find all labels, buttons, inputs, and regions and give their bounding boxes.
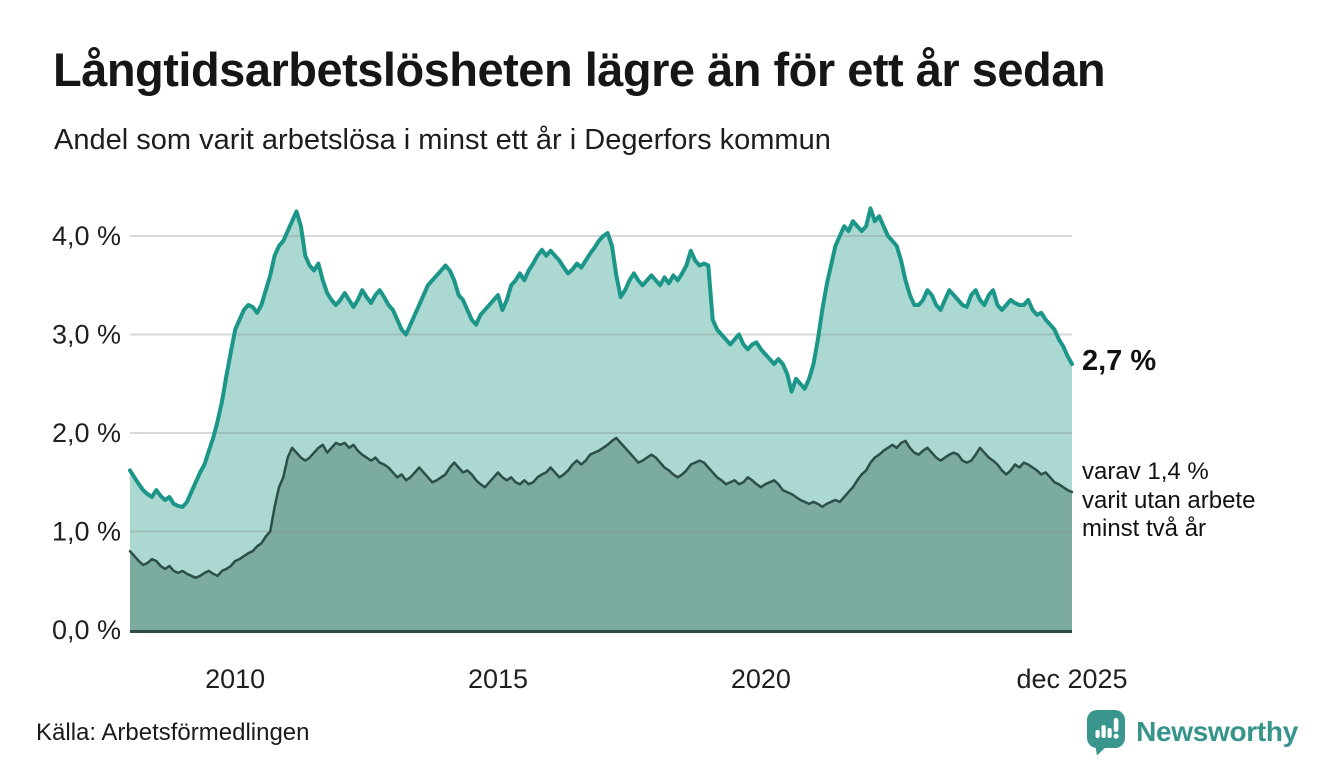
svg-text:2020: 2020 bbox=[731, 664, 791, 694]
svg-text:2015: 2015 bbox=[468, 664, 528, 694]
x-axis-labels: 2010 2015 2020 dec 2025 bbox=[205, 664, 1127, 694]
secondary-annotation-line-3: minst två år bbox=[1082, 515, 1207, 542]
svg-text:dec 2025: dec 2025 bbox=[1016, 664, 1127, 694]
page-title: Långtidsarbetslösheten lägre än för ett … bbox=[53, 43, 1106, 96]
source-credit: Källa: Arbetsförmedlingen bbox=[36, 719, 310, 746]
newsworthy-bubble-icon bbox=[1087, 710, 1126, 756]
brand-name: Newsworthy bbox=[1136, 716, 1298, 747]
last-value-label: 2,7 % bbox=[1082, 345, 1157, 377]
svg-text:4,0 %: 4,0 % bbox=[52, 221, 121, 251]
secondary-series-annotation: varav 1,4 % varit utan arbete minst två … bbox=[1082, 458, 1255, 544]
series-areas bbox=[130, 208, 1072, 630]
svg-text:2,0 %: 2,0 % bbox=[52, 418, 121, 448]
series-lines bbox=[128, 206, 1074, 580]
secondary-annotation-line-2: varit utan arbete bbox=[1082, 486, 1256, 514]
svg-text:2010: 2010 bbox=[205, 664, 265, 694]
y-axis-labels: 0,0 % 1,0 % 2,0 % 3,0 % 4,0 % bbox=[52, 221, 121, 645]
svg-text:1,0 %: 1,0 % bbox=[52, 517, 121, 547]
svg-text:0,0 %: 0,0 % bbox=[52, 615, 121, 645]
page-subtitle: Andel som varit arbetslösa i minst ett å… bbox=[54, 124, 831, 156]
svg-text:3,0 %: 3,0 % bbox=[52, 320, 121, 350]
brand-logo: Newsworthy bbox=[1085, 708, 1298, 756]
secondary-annotation-line-1: varav 1,4 % bbox=[1082, 458, 1209, 485]
